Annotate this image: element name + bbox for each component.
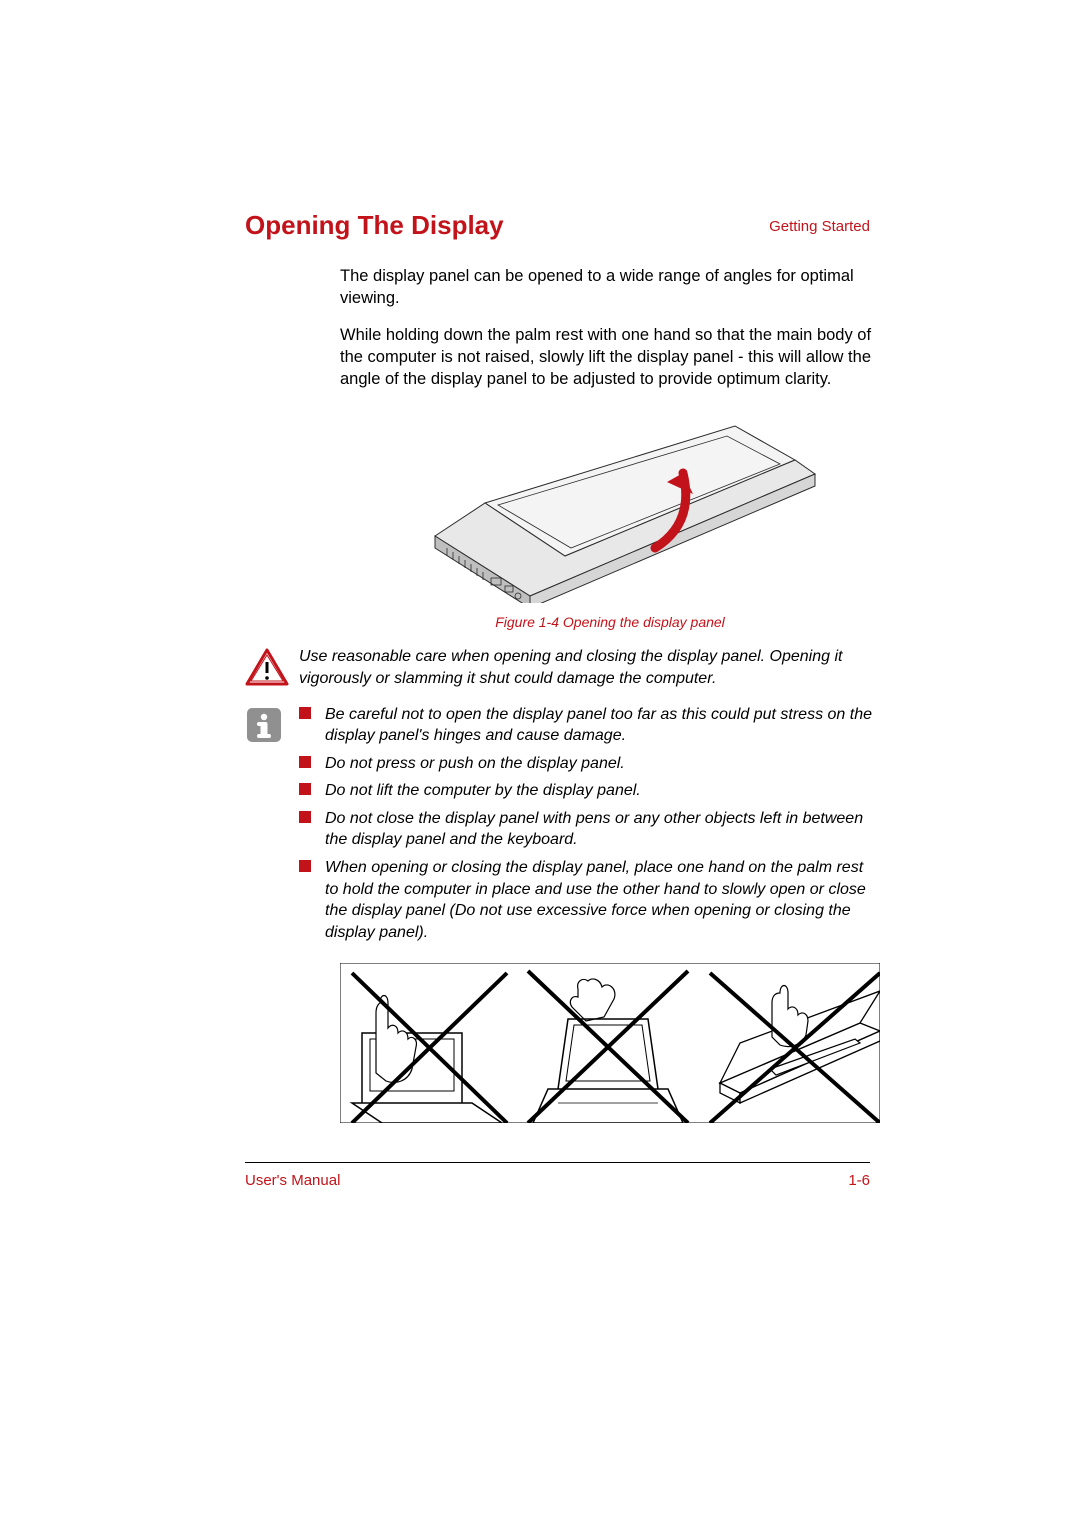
figure-opening-display: Figure 1-4 Opening the display panel (340, 408, 880, 630)
info-bullets: Be careful not to open the display panel… (299, 704, 880, 950)
info-block: Be careful not to open the display panel… (245, 704, 880, 950)
paragraph-2: While holding down the palm rest with on… (340, 324, 880, 391)
paragraph-1: The display panel can be opened to a wid… (340, 265, 880, 310)
bullet-text: Do not press or push on the display pane… (325, 753, 625, 775)
footer: User's Manual 1-6 (245, 1172, 870, 1189)
footer-right: 1-6 (848, 1172, 870, 1189)
info-icon (245, 706, 283, 744)
page: Getting Started Opening The Display The … (0, 0, 1080, 1527)
figure-caption: Figure 1-4 Opening the display panel (340, 614, 880, 630)
bullet-marker (299, 783, 311, 795)
bullet-marker (299, 707, 311, 719)
bullet-text: Do not close the display panel with pens… (325, 808, 880, 851)
laptop-illustration (395, 408, 825, 603)
bullet-marker (299, 756, 311, 768)
warning-icon (245, 648, 289, 688)
bullet-marker (299, 811, 311, 823)
bullet-text: Be careful not to open the display panel… (325, 704, 880, 747)
footer-rule (245, 1162, 870, 1163)
bullet-marker (299, 860, 311, 872)
dont-illustrations (340, 963, 880, 1128)
bullet-text: Do not lift the computer by the display … (325, 780, 641, 802)
bullet-text: When opening or closing the display pane… (325, 857, 880, 943)
chapter-label: Getting Started (769, 218, 870, 235)
caution-block: Use reasonable care when opening and clo… (245, 646, 880, 689)
footer-left: User's Manual (245, 1172, 340, 1189)
caution-text: Use reasonable care when opening and clo… (299, 646, 880, 689)
